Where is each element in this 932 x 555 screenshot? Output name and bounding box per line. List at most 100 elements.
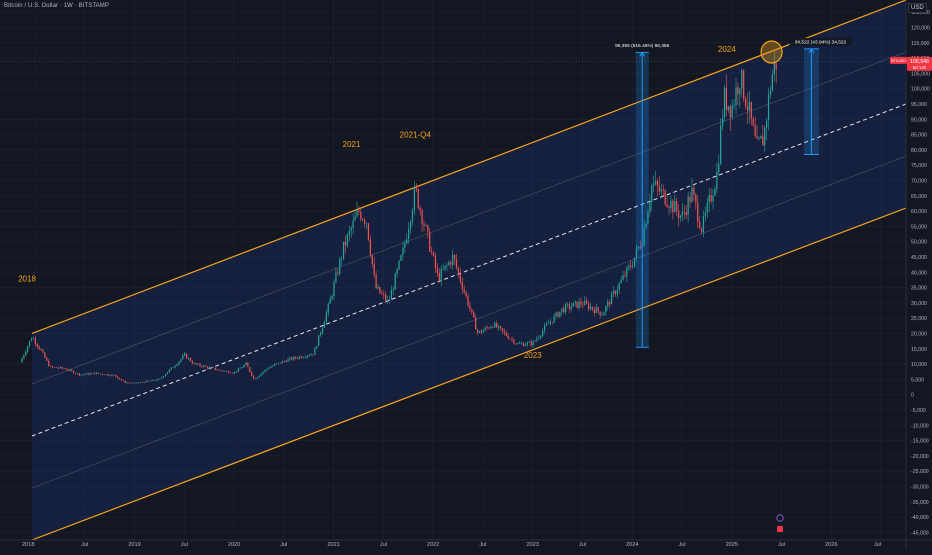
y-tick-label: 50,000 <box>911 240 927 246</box>
candle-body <box>277 362 280 364</box>
candle <box>214 367 216 371</box>
candle-body <box>141 382 144 383</box>
y-tick-label: 115,000 <box>911 41 929 47</box>
candle <box>262 371 264 375</box>
candle-body <box>520 343 523 344</box>
candle-body <box>362 219 364 221</box>
candle <box>716 162 718 194</box>
candle-body <box>635 248 638 258</box>
candle-body <box>524 344 527 346</box>
candle <box>467 293 469 308</box>
measure-tool[interactable]: 96,356 (616.46%) 96,356 <box>609 41 675 348</box>
x-tick-label: Jul <box>479 542 486 548</box>
candle-body <box>348 230 350 235</box>
x-tick-label: 2018 <box>22 542 34 548</box>
candle <box>153 379 155 381</box>
highlight-circle[interactable] <box>760 40 783 64</box>
channel-inner-upper-line[interactable] <box>31 51 906 385</box>
price-tag[interactable] <box>907 56 932 71</box>
regression-channel[interactable] <box>31 0 906 540</box>
currency-label[interactable]: USD <box>908 3 927 13</box>
symbol-tag[interactable] <box>890 56 907 64</box>
candle-body <box>377 286 379 289</box>
grid <box>0 61 906 62</box>
measure-tools[interactable]: 96,356 (616.46%) 96,356 34,522 (43.94%) 3… <box>609 37 852 348</box>
measure-arrow <box>808 47 815 54</box>
candle-body <box>76 373 79 375</box>
candle <box>505 330 507 337</box>
candle <box>339 256 341 277</box>
candle-body <box>341 258 343 260</box>
candle-body <box>86 373 88 375</box>
candle <box>304 355 306 359</box>
candle <box>632 260 634 269</box>
channel-lower-line[interactable] <box>31 207 906 540</box>
candle <box>455 254 458 271</box>
candle <box>136 382 138 384</box>
candle-body <box>699 221 701 229</box>
event-markers[interactable] <box>776 514 784 532</box>
candle-body <box>538 337 540 339</box>
candle-body <box>279 362 282 364</box>
candle <box>561 308 563 316</box>
channel-inner-lower-line[interactable] <box>31 155 906 489</box>
candle <box>268 366 270 370</box>
candle <box>448 260 450 266</box>
candle-body <box>545 323 548 326</box>
candle-body <box>411 210 414 222</box>
candle <box>626 266 628 282</box>
candle <box>465 290 467 299</box>
candle-body <box>718 163 720 173</box>
candle-body <box>94 372 96 375</box>
candle <box>279 362 282 365</box>
candle-body <box>421 210 423 224</box>
candle <box>379 286 381 294</box>
candle-body <box>633 257 636 267</box>
candle-body <box>576 301 578 308</box>
candle <box>166 372 169 375</box>
candle <box>199 362 201 367</box>
candle <box>120 378 123 381</box>
candle-body <box>679 215 682 219</box>
candle-body <box>84 374 86 375</box>
channel-upper-line[interactable] <box>31 0 906 335</box>
y-tick-label: 125,000 <box>911 10 930 16</box>
candle-body <box>216 369 218 371</box>
measure-tool[interactable]: 34,522 (43.94%) 34,522 <box>789 37 852 156</box>
candle-body <box>220 369 222 371</box>
candle <box>243 364 245 368</box>
candle-body <box>434 255 437 268</box>
candle-body <box>88 373 90 375</box>
candle <box>413 180 416 216</box>
candle-body <box>622 275 624 280</box>
candle-body <box>258 375 260 378</box>
candle-body <box>331 295 333 299</box>
candle-body <box>27 346 29 352</box>
y-tick-label: -45,000 <box>911 530 929 536</box>
candle <box>478 330 481 334</box>
candle-body <box>295 356 297 359</box>
candle <box>193 362 195 364</box>
event-marker-icon[interactable] <box>776 514 784 522</box>
candle-body <box>716 172 718 189</box>
candle-body <box>134 382 136 384</box>
event-marker-icon[interactable] <box>777 526 783 532</box>
candle <box>323 320 326 328</box>
candle <box>746 92 749 125</box>
candle-body <box>346 234 349 246</box>
candle <box>314 346 316 355</box>
candle <box>733 98 735 110</box>
channel-mid-line[interactable] <box>31 103 906 437</box>
x-tick-label: 2025 <box>726 542 738 548</box>
candle-body <box>568 304 571 309</box>
candle <box>622 270 624 281</box>
candle-body <box>760 136 762 139</box>
candle-body <box>442 269 444 270</box>
candle <box>559 311 561 319</box>
candle <box>118 378 121 380</box>
candle <box>551 321 553 325</box>
candle <box>373 257 375 278</box>
candle-body <box>721 117 724 127</box>
